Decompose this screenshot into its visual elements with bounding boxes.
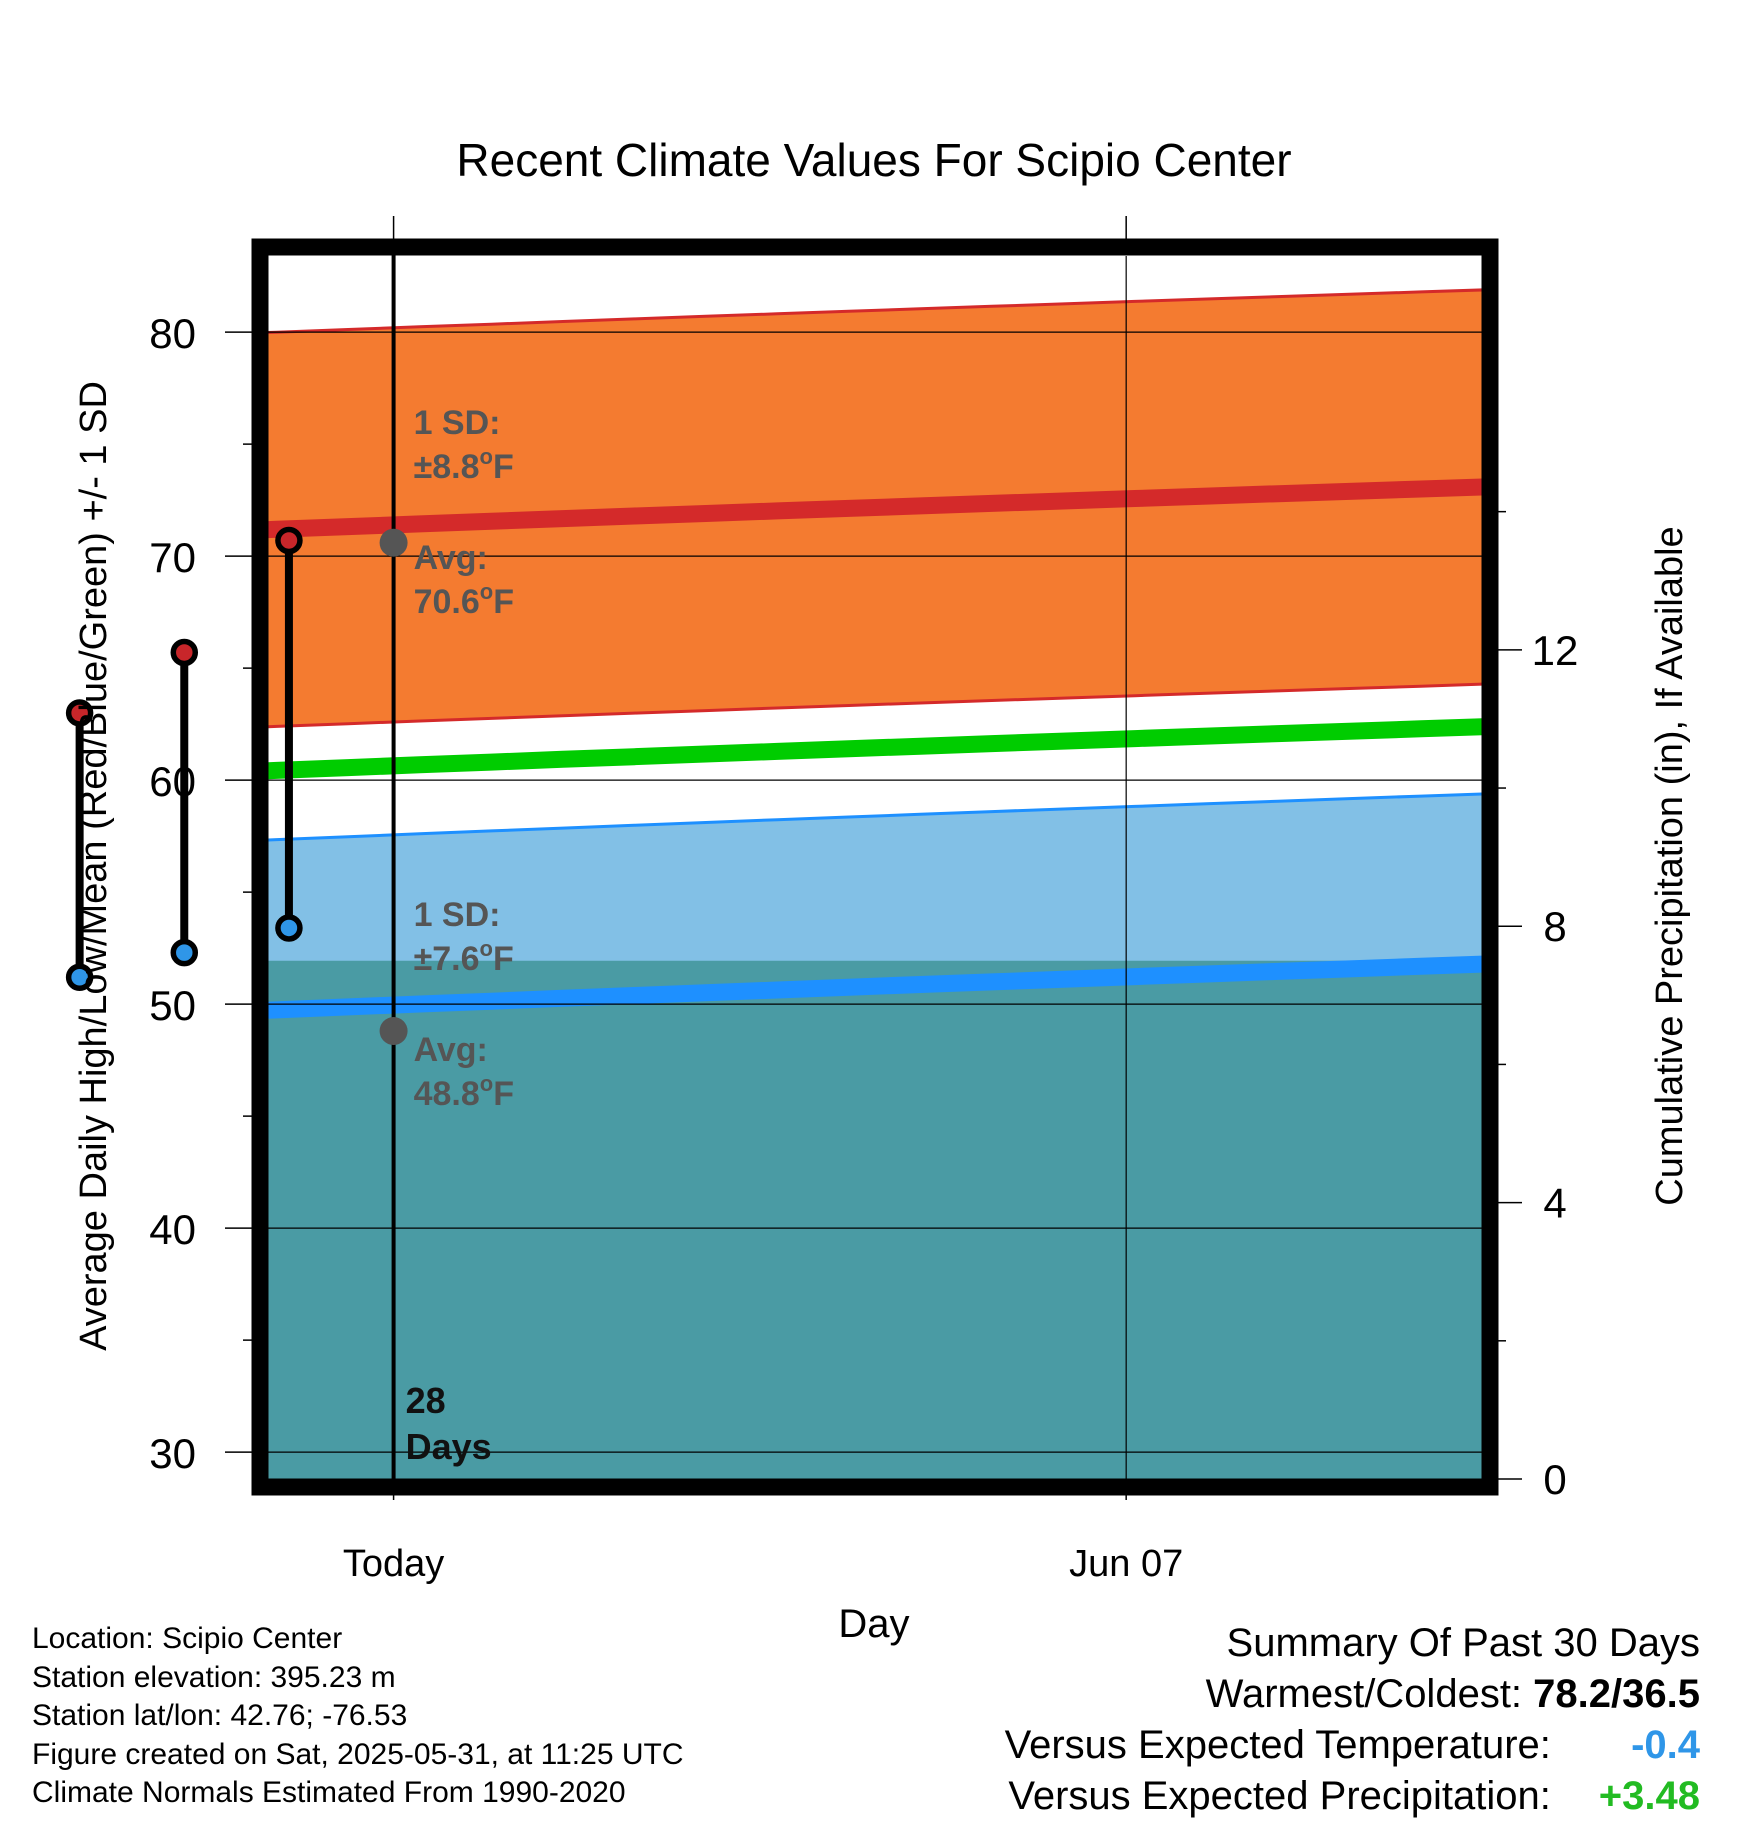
precip-value: +3.48 bbox=[1598, 1774, 1700, 1818]
summary-title: Summary Of Past 30 Days bbox=[1226, 1621, 1700, 1665]
location-text: Location: Scipio Center bbox=[32, 1622, 343, 1655]
low-sd-upper-line bbox=[268, 792, 1482, 842]
avg-mean-line bbox=[268, 718, 1482, 780]
created-text: Figure created on Sat, 2025-05-31, at 11… bbox=[32, 1737, 684, 1771]
y-tick-label-left: 70 bbox=[149, 534, 196, 581]
high-sd-value: ±8.8oF bbox=[414, 444, 514, 486]
today-low-avg-marker bbox=[379, 1017, 408, 1046]
normals-text: Climate Normals Estimated From 1990-2020 bbox=[32, 1776, 626, 1809]
high-sd-upper-line bbox=[268, 288, 1482, 335]
today-high-avg-marker bbox=[379, 528, 408, 557]
y-tick-label-left: 50 bbox=[149, 982, 196, 1029]
right-axis-label: Cumulative Precipitation (in), If Availa… bbox=[1649, 526, 1691, 1205]
summary-warmest-row: Warmest/Coldest: 78.2/36.5 bbox=[1005, 1669, 1700, 1720]
elevation-text: Station elevation: 395.23 m bbox=[32, 1660, 396, 1694]
y-tick-label-right: 12 bbox=[1532, 627, 1579, 674]
y-tick-label-right: 4 bbox=[1543, 1180, 1566, 1227]
today-days-label: 28 Days bbox=[406, 1380, 492, 1467]
x-tick-label: Jun 07 bbox=[1069, 1543, 1183, 1585]
low-point bbox=[65, 963, 94, 992]
x-tick-label: Today bbox=[343, 1543, 444, 1585]
avg-low-line bbox=[268, 955, 1482, 1019]
precip-area bbox=[268, 960, 1482, 1479]
precip-label: Versus Expected Precipitation: bbox=[1008, 1774, 1551, 1818]
high-avg-label: Avg: bbox=[414, 539, 488, 577]
high-point bbox=[275, 526, 303, 555]
warmest-label: Warmest/Coldest: bbox=[1205, 1672, 1523, 1716]
low-sd-label: 1 SD: bbox=[414, 896, 501, 934]
y-tick-label-left: 60 bbox=[149, 758, 196, 805]
low-point bbox=[170, 938, 199, 967]
summary-temp-row: Versus Expected Temperature: -0.4 bbox=[1005, 1720, 1700, 1771]
left-axis-label: Average Daily High/Low/Mean (Red/Blue/Gr… bbox=[73, 381, 115, 1351]
high-avg-value: 70.6oF bbox=[414, 579, 514, 621]
chart-title: Recent Climate Values For Scipio Center bbox=[456, 134, 1291, 186]
low-point bbox=[275, 914, 303, 942]
low-avg-value: 48.8oF bbox=[414, 1071, 514, 1113]
high-sd-label: 1 SD: bbox=[414, 404, 501, 442]
avg-high-line bbox=[268, 478, 1482, 539]
temp-label: Versus Expected Temperature: bbox=[1004, 1723, 1551, 1767]
y-tick-label-left: 40 bbox=[149, 1206, 196, 1253]
low-sd-value: ±7.6oF bbox=[414, 936, 514, 978]
summary-precip-row: Versus Expected Precipitation: +3.48 bbox=[1005, 1771, 1700, 1822]
latlon-text: Station lat/lon: 42.76; -76.53 bbox=[32, 1699, 408, 1732]
y-tick-label-right: 0 bbox=[1543, 1456, 1566, 1503]
high-point bbox=[65, 699, 94, 727]
y-tick-label-left: 80 bbox=[149, 310, 196, 357]
temp-value: -0.4 bbox=[1631, 1723, 1700, 1767]
low-avg-label: Avg: bbox=[414, 1031, 488, 1069]
summary-panel: Summary Of Past 30 Days Warmest/Coldest:… bbox=[1005, 1618, 1700, 1822]
plot-frame bbox=[251, 238, 1499, 1496]
warmest-value: 78.2/36.5 bbox=[1533, 1672, 1700, 1716]
y-tick-label-right: 8 bbox=[1543, 903, 1566, 950]
high-point bbox=[170, 638, 199, 667]
x-axis-label: Day bbox=[838, 1602, 909, 1646]
station-info: Location: Scipio Center Station elevatio… bbox=[32, 1620, 684, 1813]
high-sd-lower-line bbox=[268, 682, 1482, 729]
y-tick-label-left: 30 bbox=[149, 1430, 196, 1477]
